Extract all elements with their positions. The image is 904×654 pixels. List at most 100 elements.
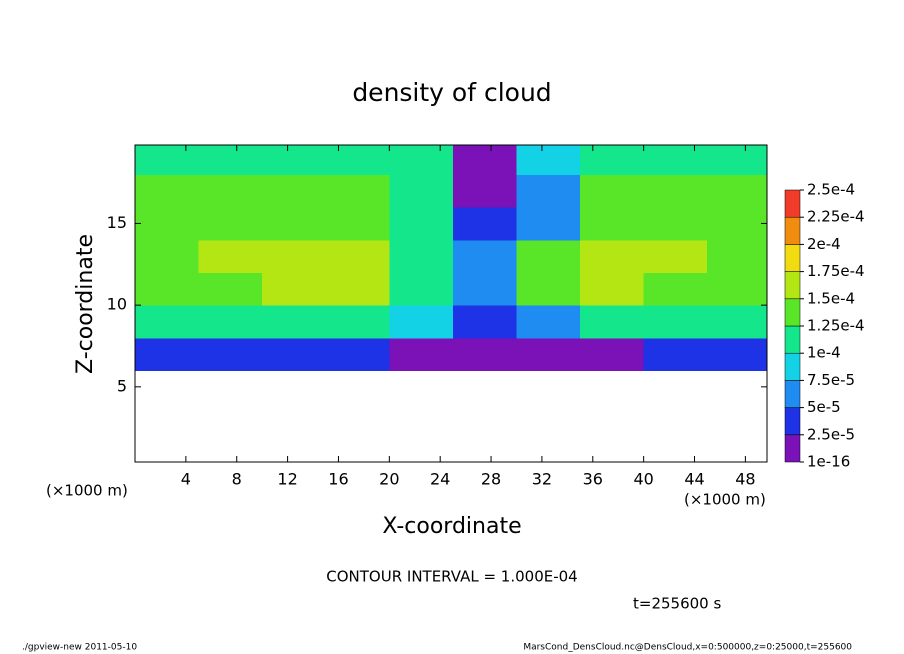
field-cell	[707, 207, 768, 241]
field-cell	[580, 145, 645, 175]
field-cell	[643, 145, 708, 175]
chart-title: density of cloud	[352, 78, 551, 107]
colorbar-box	[784, 352, 801, 381]
field-cell	[325, 305, 390, 339]
x-tick-label: 48	[735, 470, 755, 489]
field-cell	[707, 337, 768, 371]
x-tick-label: 4	[181, 470, 191, 489]
field-cell	[389, 239, 454, 273]
colorbar-label: 2e-4	[807, 235, 841, 253]
field-cell	[325, 174, 390, 208]
field-cell	[452, 305, 517, 339]
field-cell	[389, 337, 454, 371]
field-cell	[198, 272, 263, 306]
colorbar-label: 5e-5	[807, 398, 841, 416]
x-tick-label: 32	[532, 470, 552, 489]
field-cell	[389, 272, 454, 306]
y-axis-label: Z-coordinate	[73, 234, 98, 374]
colorbar-label: 7.5e-5	[807, 371, 855, 389]
field-cell	[325, 272, 390, 306]
field-cell	[452, 272, 517, 306]
field-cell	[516, 174, 581, 208]
x-tick-label: 44	[684, 470, 704, 489]
colorbar-label: 2.5e-5	[807, 425, 855, 443]
y-tick-label: 10	[107, 295, 127, 314]
field-cell	[580, 272, 645, 306]
colorbar-box	[784, 407, 801, 436]
field-cell	[325, 207, 390, 241]
x-tick-label: 28	[481, 470, 501, 489]
field-cell	[707, 174, 768, 208]
annotation: CONTOUR INTERVAL = 1.000E-04	[326, 568, 577, 586]
field-cell	[643, 174, 708, 208]
x-tick-label: 12	[277, 470, 297, 489]
field-cell	[262, 207, 327, 241]
field-cell	[707, 239, 768, 273]
field-cell	[262, 239, 327, 273]
field-cell	[707, 145, 768, 175]
x-tick-label: 8	[232, 470, 242, 489]
field-cell	[580, 207, 645, 241]
field-cell	[135, 305, 200, 339]
colorbar-box	[784, 298, 801, 327]
field-cell	[198, 337, 263, 371]
field-cell	[262, 272, 327, 306]
x-tick-label: 36	[583, 470, 603, 489]
y-tick-label: 5	[117, 376, 127, 395]
field-cell	[325, 145, 390, 175]
field-cell	[516, 272, 581, 306]
plot-frame	[134, 144, 768, 463]
field-cell	[643, 305, 708, 339]
field-cell	[198, 305, 263, 339]
colorbar-box	[784, 244, 801, 272]
colorbar-label: 1e-16	[807, 453, 850, 471]
field-cell	[389, 305, 454, 339]
field-cell	[325, 239, 390, 273]
footer-left: ./gpview-new 2011-05-10	[22, 643, 137, 653]
field-cell	[452, 145, 517, 175]
x-axis-label: X-coordinate	[382, 514, 521, 539]
field-cell	[452, 239, 517, 273]
colorbar-box	[784, 189, 801, 218]
field-cell	[580, 337, 645, 371]
field-cell	[135, 145, 200, 175]
colorbar-box	[784, 325, 801, 354]
x-axis-unit: (×1000 m)	[684, 491, 766, 509]
field-cell	[643, 337, 708, 371]
colorbar-label: 1e-4	[807, 344, 841, 362]
colorbar-label: 1.75e-4	[807, 262, 865, 280]
field-cell	[135, 207, 200, 241]
y-tick-label: 15	[107, 213, 127, 232]
field-cell	[452, 337, 517, 371]
field-cell	[452, 207, 517, 241]
field-cell	[325, 337, 390, 371]
field-cell	[198, 145, 263, 175]
field-cell	[516, 145, 581, 175]
colorbar-label: 1.5e-4	[807, 289, 855, 307]
field-cell	[516, 207, 581, 241]
field-cell	[389, 207, 454, 241]
colorbar-box	[784, 271, 801, 300]
x-tick-label: 16	[328, 470, 348, 489]
x-tick-label: 40	[633, 470, 653, 489]
field-cell	[516, 239, 581, 273]
x-tick-label: 24	[430, 470, 450, 489]
field-cell	[135, 337, 200, 371]
field-cell	[580, 239, 645, 273]
x-tick-label: 20	[379, 470, 399, 489]
field-cell	[643, 272, 708, 306]
field-cell	[198, 207, 263, 241]
field-cell	[262, 174, 327, 208]
field-cell	[707, 272, 768, 306]
field-cell	[452, 174, 517, 208]
colorbar-label: 2.5e-4	[807, 181, 855, 199]
field-cell	[262, 305, 327, 339]
colorbar-box	[784, 216, 801, 245]
colorbar-box	[784, 434, 801, 463]
field-cell	[516, 305, 581, 339]
colorbar-label: 2.25e-4	[807, 208, 865, 226]
footer-right: MarsCond_DensCloud.nc@DensCloud,x=0:5000…	[523, 643, 852, 653]
colorbar-box	[784, 380, 801, 408]
field-cell	[580, 305, 645, 339]
